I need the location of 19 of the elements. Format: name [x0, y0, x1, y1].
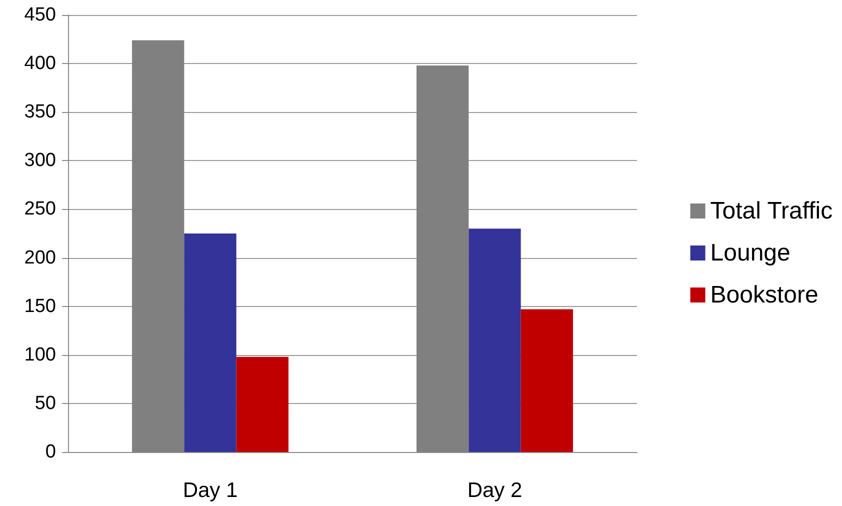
y-tick-label: 300 [24, 150, 56, 172]
bar [184, 234, 236, 452]
y-tick-label: 450 [24, 4, 56, 26]
y-tick-label: 0 [45, 442, 56, 462]
bar [468, 228, 521, 452]
legend-label: Total Traffic [710, 198, 833, 224]
y-tick-label: 250 [24, 198, 56, 220]
y-tick-label: 150 [24, 296, 56, 317]
y-tick-label: 200 [24, 247, 56, 268]
legend-label: Bookstore [710, 282, 818, 308]
y-tick-label: 350 [24, 102, 56, 123]
y-tick-label: 100 [24, 344, 56, 366]
bar [520, 309, 573, 452]
legend-label: Lounge [710, 240, 790, 266]
y-tick-label: 400 [24, 53, 56, 74]
x-tick-label: Day 1 [182, 479, 238, 502]
x-tick-label: Day 2 [467, 479, 522, 502]
y-tick-label: 50 [34, 392, 56, 414]
bar [236, 356, 288, 452]
